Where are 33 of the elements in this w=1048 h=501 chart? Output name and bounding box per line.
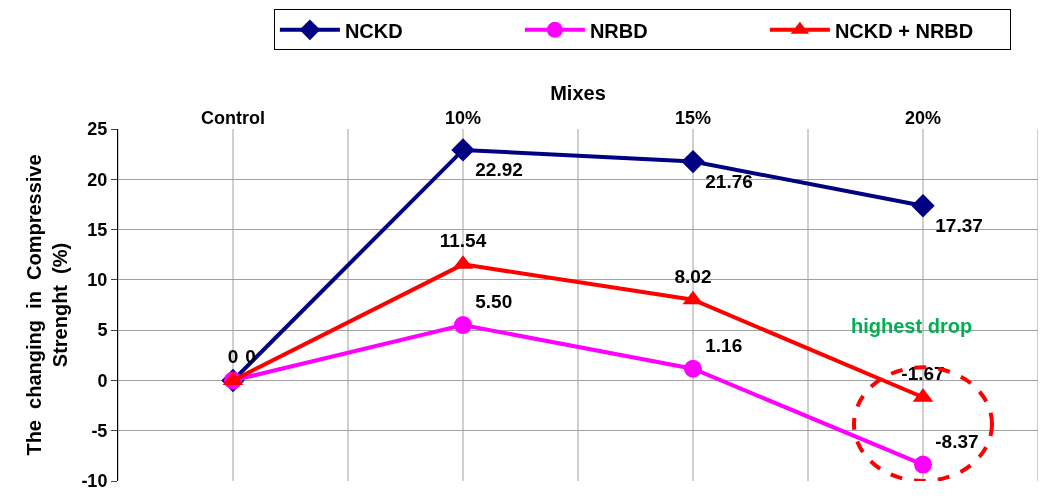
y-tick-label: 5 [97, 320, 108, 341]
data-label: -8.37 [935, 430, 979, 452]
data-label: 8.02 [674, 265, 712, 287]
data-label: 1.16 [705, 334, 743, 356]
y-tick-label: 0 [97, 370, 108, 391]
y-tick-label: 20 [87, 169, 108, 190]
point [681, 149, 705, 174]
data-label: 22.92 [475, 159, 523, 181]
y-tick-label: -10 [81, 471, 108, 492]
point [451, 138, 475, 162]
data-label: 17.37 [935, 215, 983, 237]
legend-label: NCKD [344, 19, 403, 42]
point [454, 316, 472, 335]
x-tick-label: 15% [674, 108, 712, 129]
data-label: 5.50 [475, 291, 513, 313]
x-tick-label: 20% [904, 108, 942, 129]
annotation: highest drop [851, 315, 973, 337]
data-label: 11.54 [439, 230, 487, 252]
legend-label: NCKD + NRBD [834, 19, 974, 42]
y-tick-label: -5 [91, 421, 108, 442]
x-tick-label: Control [201, 108, 265, 129]
point [684, 359, 702, 378]
y-tick-label: 25 [87, 119, 108, 140]
y-axis-title: The changing in Compressive Strenght (%) [22, 154, 71, 456]
x-tick-label: 10% [444, 108, 482, 129]
x-axis-title: Mixes [550, 81, 606, 104]
data-label: 21.76 [705, 171, 753, 193]
y-tick-label: 15 [87, 219, 108, 240]
point [911, 194, 935, 218]
legend-label: NRBD [589, 19, 648, 42]
point [914, 455, 932, 474]
data-label: 0 [227, 346, 239, 368]
y-tick-label: 10 [87, 270, 108, 291]
